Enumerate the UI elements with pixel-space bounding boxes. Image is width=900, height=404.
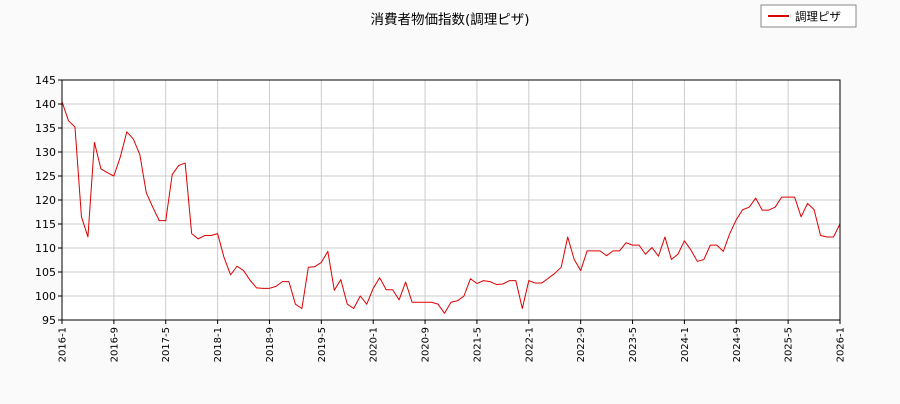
x-tick-label: 2025-5 <box>784 327 795 362</box>
x-tick-label: 2023-5 <box>628 327 639 362</box>
x-tick-label: 2022-9 <box>576 327 587 362</box>
y-tick-label: 140 <box>35 98 56 111</box>
y-tick-label: 100 <box>35 290 56 303</box>
x-axis: 2016-1 2016-9 2017-5 2018-1 2018-9 2019-5 2020… <box>58 320 847 362</box>
y-tick-label: 110 <box>35 242 56 255</box>
y-tick-label: 115 <box>35 218 56 231</box>
x-tick-label: 2024-1 <box>680 327 691 362</box>
series-layer <box>61 101 841 314</box>
x-tick-label: 2021-5 <box>472 327 483 362</box>
x-tick-label: 2018-9 <box>265 327 276 362</box>
y-tick-label: 135 <box>35 122 56 135</box>
y-tick-label: 95 <box>42 314 56 327</box>
x-tick-label: 2020-1 <box>369 327 380 362</box>
plot-frame <box>61 79 841 321</box>
y-tick-label: 120 <box>35 194 56 207</box>
y-axis: 95 100 105 110 115 120 125 130 135 140 145 <box>35 74 62 327</box>
y-tick-label: 145 <box>35 74 56 87</box>
x-tick-label: 2019-5 <box>317 327 328 362</box>
x-tick-label: 2018-1 <box>213 327 224 362</box>
x-tick-label: 2024-9 <box>732 327 743 362</box>
y-tick-label: 105 <box>35 266 56 279</box>
x-tick-label: 2016-1 <box>58 327 69 362</box>
y-tick-label: 130 <box>35 146 56 159</box>
legend-label: 調理ピザ <box>795 10 841 24</box>
series-line <box>61 101 841 314</box>
legend-box <box>760 4 857 28</box>
y-tick-label: 125 <box>35 170 56 183</box>
x-tick-label: 2016-9 <box>109 327 120 362</box>
chart-title: 消費者物価指数(調理ピザ) <box>370 12 529 28</box>
legend[interactable]: 調理ピザ <box>760 4 857 28</box>
x-tick-label: 2017-5 <box>161 327 172 362</box>
x-tick-label: 2020-9 <box>421 327 432 362</box>
x-tick-label: 2026-1 <box>836 327 847 362</box>
x-tick-label: 2022-1 <box>524 327 535 362</box>
